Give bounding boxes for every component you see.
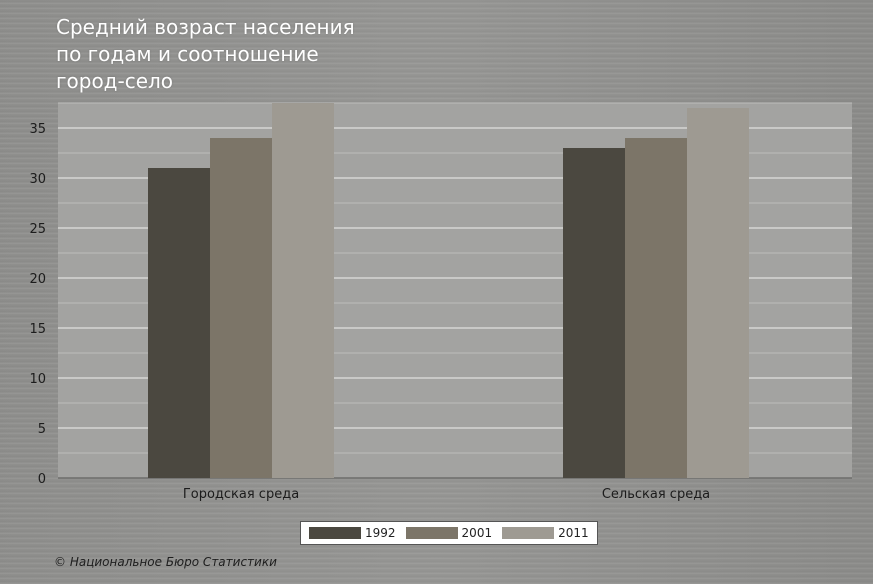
- legend-label: 2001: [461, 526, 493, 540]
- category-label: Сельская среда: [602, 487, 710, 502]
- y-tick-label: 10: [29, 372, 46, 387]
- legend-swatch: [309, 527, 361, 539]
- category-label: Городская среда: [183, 487, 299, 502]
- y-tick-label: 20: [29, 272, 46, 287]
- bar-2011-1: [687, 108, 749, 478]
- legend-item: 2011: [502, 526, 589, 540]
- legend-item: 2001: [405, 526, 493, 540]
- legend-item: 1992: [309, 526, 396, 540]
- bar-1992-0: [148, 168, 210, 478]
- legend-label: 1992: [365, 526, 396, 540]
- y-tick-label: 0: [38, 472, 46, 487]
- legend-label: 2011: [558, 526, 589, 540]
- y-tick-label: 35: [29, 122, 46, 137]
- y-tick-label: 25: [29, 222, 46, 237]
- chart-legend: 1992 2001 2011: [300, 521, 598, 545]
- y-tick-label: 30: [29, 172, 46, 187]
- bar-2001-1: [625, 138, 687, 478]
- bar-2011-0: [272, 103, 334, 478]
- y-tick-label: 5: [38, 422, 46, 437]
- bar-2001-0: [210, 138, 272, 478]
- legend-swatch: [405, 527, 458, 539]
- source-credit: © Национальное Бюро Статистики: [54, 555, 277, 569]
- bar-1992-1: [563, 148, 625, 478]
- chart-title: Средний возраст населения по годам и соо…: [56, 15, 355, 93]
- y-tick-label: 15: [29, 322, 46, 337]
- legend-swatch: [502, 527, 555, 539]
